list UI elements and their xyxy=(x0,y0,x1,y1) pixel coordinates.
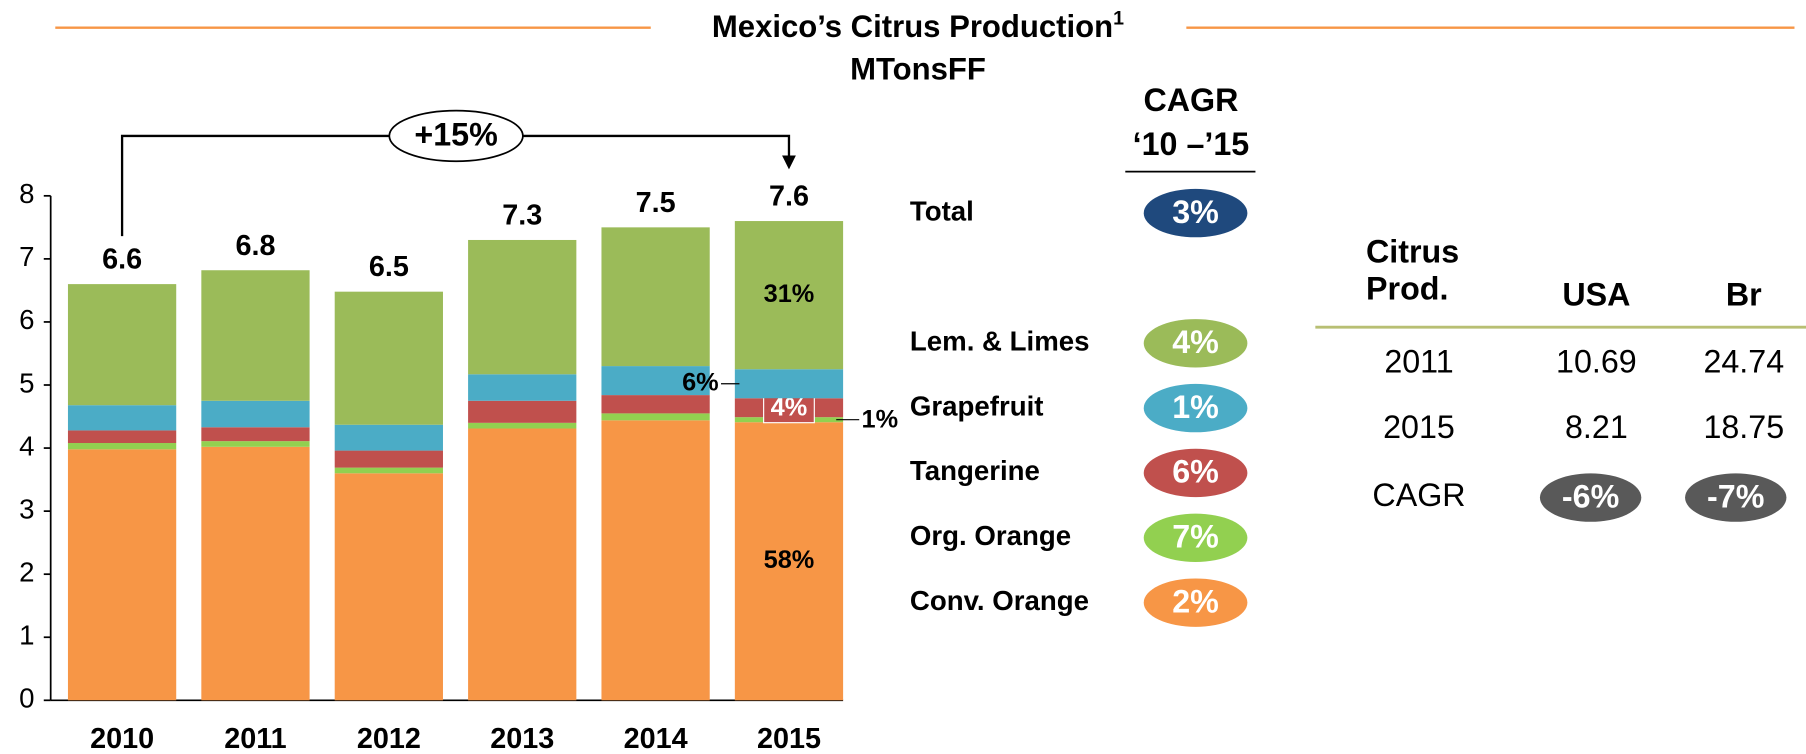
y-tick-label: 6 xyxy=(19,304,34,335)
segment-label: 31% xyxy=(764,280,815,308)
y-tick-label: 7 xyxy=(19,241,34,272)
segment-label: 6% xyxy=(682,368,719,396)
bar-segment xyxy=(67,443,177,450)
chart-title: Mexico’s Citrus Production1 xyxy=(712,8,1124,44)
chart-subtitle: MTonsFF xyxy=(850,52,986,87)
cagr-header: CAGR xyxy=(1143,82,1238,118)
bar-segment xyxy=(601,227,710,367)
bar-segment xyxy=(67,430,177,444)
bar-segment xyxy=(201,400,310,428)
bar-segment xyxy=(468,374,577,401)
segment-label: 1% xyxy=(862,406,899,434)
table-header: USA xyxy=(1562,277,1630,313)
y-tick-label: 2 xyxy=(19,556,34,587)
bar-segment xyxy=(201,270,310,401)
y-tick-label: 1 xyxy=(19,620,34,651)
bar-segment xyxy=(201,441,310,447)
legend-label: Tangerine xyxy=(910,455,1040,486)
legend-label: Lem. & Limes xyxy=(910,326,1090,357)
table-cell: 18.75 xyxy=(1703,409,1784,445)
table-cell: 10.69 xyxy=(1556,344,1637,380)
cagr-value-pill xyxy=(1143,188,1248,238)
cagr-value: 7% xyxy=(1172,518,1219,554)
bar-segment xyxy=(201,446,310,701)
table-header-cell: Citrus Prod. xyxy=(1366,233,1460,307)
total-label: 6.5 xyxy=(369,251,409,283)
cagr-value-pill xyxy=(1143,383,1248,433)
total-label: 6.6 xyxy=(102,244,142,276)
cagr-value-pill xyxy=(1143,578,1248,627)
table-cell: 8.21 xyxy=(1565,409,1628,445)
bar-segment xyxy=(334,467,443,474)
y-tick-label: 0 xyxy=(19,683,34,714)
table-cell: 2011 xyxy=(1384,344,1453,380)
y-tick-label: 8 xyxy=(19,178,34,209)
cagr-value: 4% xyxy=(1172,324,1219,360)
bar-segment xyxy=(734,221,844,370)
segment-label: 58% xyxy=(764,546,815,574)
cagr-value: 1% xyxy=(1172,389,1219,425)
growth-arrow xyxy=(782,155,796,170)
total-label: 7.6 xyxy=(769,181,809,213)
cagr-value: 6% xyxy=(1172,454,1219,490)
x-tick-label: 2012 xyxy=(357,723,421,754)
table-cell: -7% xyxy=(1707,478,1764,514)
legend-label: Conv. Orange xyxy=(910,585,1089,616)
growth-label: +15% xyxy=(414,117,497,153)
y-tick-label: 3 xyxy=(19,493,34,524)
table-cell: 24.74 xyxy=(1703,344,1784,380)
total-label: 6.8 xyxy=(235,230,275,262)
legend-label: Org. Orange xyxy=(910,520,1071,551)
bar-segment xyxy=(734,369,844,399)
bar-segment xyxy=(334,424,443,451)
cagr-value-pill xyxy=(1143,319,1248,368)
bar-segment xyxy=(601,413,710,421)
y-tick-label: 4 xyxy=(19,430,34,461)
table-pill xyxy=(1685,473,1787,522)
x-tick-label: 2014 xyxy=(624,723,688,754)
bar-segment xyxy=(334,450,443,468)
bar-segment xyxy=(468,422,577,429)
bar-segment xyxy=(334,473,443,701)
x-tick-label: 2013 xyxy=(490,723,554,754)
x-tick-label: 2011 xyxy=(224,723,286,754)
cagr-value-pill xyxy=(1143,448,1248,498)
legend-label: Grapefruit xyxy=(910,390,1044,421)
cagr-value-pill xyxy=(1143,513,1248,562)
bar-segment xyxy=(334,291,443,425)
bar-segment xyxy=(201,427,310,442)
legend-label: Total xyxy=(910,195,974,226)
cagr-value: 3% xyxy=(1172,194,1219,230)
bar-segment xyxy=(468,400,577,423)
y-tick-label: 5 xyxy=(19,367,34,398)
table-header: Br xyxy=(1726,277,1762,313)
cagr-header: ‘10 –’15 xyxy=(1133,126,1250,162)
bar-segment xyxy=(67,284,177,406)
bar-segment xyxy=(468,428,577,701)
bar-segment xyxy=(67,449,177,701)
table-header: Citrus Prod. xyxy=(1366,233,1460,307)
bar-segment xyxy=(601,395,710,414)
x-tick-label: 2015 xyxy=(757,723,821,754)
title-note: 1 xyxy=(1113,8,1124,30)
table-cell: 2015 xyxy=(1383,409,1455,445)
table-cell: CAGR xyxy=(1372,477,1465,513)
bar-segment xyxy=(601,420,710,701)
title-text: Mexico’s Citrus Production xyxy=(712,9,1113,44)
bar-segment xyxy=(67,405,177,431)
x-tick-label: 2010 xyxy=(90,723,154,754)
bar-segment xyxy=(734,422,844,701)
table-cell: -6% xyxy=(1562,478,1619,514)
bar-segment xyxy=(601,366,710,396)
total-label: 7.5 xyxy=(636,187,676,219)
cagr-value: 2% xyxy=(1172,583,1219,619)
table-pill xyxy=(1539,473,1642,522)
bar-segment xyxy=(468,239,577,375)
growth-bubble xyxy=(388,109,524,163)
total-label: 7.3 xyxy=(502,200,542,232)
